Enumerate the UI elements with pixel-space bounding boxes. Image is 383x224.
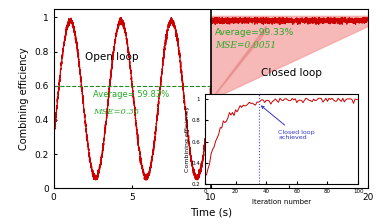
Y-axis label: Combining efficiency: Combining efficiency: [19, 47, 29, 150]
Text: Closed loop: Closed loop: [261, 67, 322, 78]
Text: MSE=0.0051: MSE=0.0051: [215, 41, 277, 50]
Text: MSE=0.35: MSE=0.35: [93, 108, 139, 116]
Text: Open loop: Open loop: [85, 52, 139, 62]
Text: Closed loop
achieved: Closed loop achieved: [262, 106, 315, 140]
Text: Average=99.33%: Average=99.33%: [215, 28, 295, 37]
Text: Average= 59.83%: Average= 59.83%: [93, 90, 169, 99]
X-axis label: Time (s): Time (s): [190, 208, 232, 218]
Y-axis label: Combining efficiency: Combining efficiency: [185, 106, 190, 172]
X-axis label: Iteration number: Iteration number: [252, 199, 311, 205]
